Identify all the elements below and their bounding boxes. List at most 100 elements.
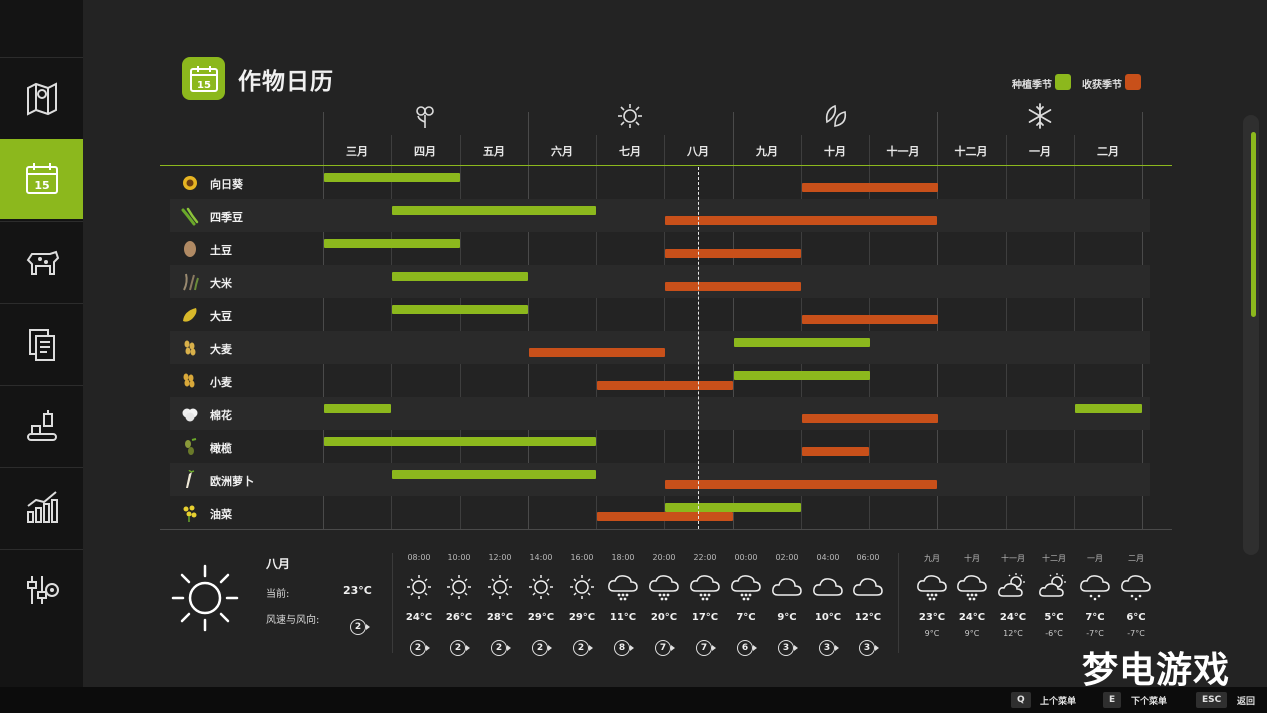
harvest-season-bar — [529, 348, 665, 357]
spring-flower-icon — [411, 102, 439, 130]
monthly-month: 二月 — [1128, 554, 1144, 563]
hourly-temp: 17°C — [691, 612, 719, 623]
wind-speed: 7 — [700, 643, 708, 653]
key-hint-q[interactable]: Q — [1011, 692, 1031, 708]
hourly-temp: 29°C — [568, 612, 596, 623]
crop-row: 大麦 — [170, 331, 1150, 364]
partly-sunny-icon — [1037, 573, 1071, 601]
key-hint-esc[interactable]: ESC — [1196, 692, 1228, 708]
parsnip-icon — [180, 470, 200, 490]
autumn-leaves-icon — [821, 102, 849, 130]
planting-season-bar — [1075, 404, 1142, 413]
current-temp-label: 当前: — [266, 589, 290, 600]
sidebar-item-map[interactable] — [0, 57, 83, 137]
sidebar-item-statistics[interactable] — [0, 467, 83, 547]
hourly-temp: 7°C — [736, 612, 756, 623]
planting-season-bar — [324, 404, 391, 413]
hourly-temp: 24°C — [405, 612, 433, 623]
snow-icon — [1078, 573, 1112, 601]
hourly-temp: 26°C — [445, 612, 473, 623]
key-hint-label[interactable]: 上个菜单 — [1040, 697, 1077, 707]
wind-label: 风速与风向: — [266, 615, 320, 626]
crop-row: 油菜 — [170, 496, 1150, 529]
month-label: 五月 — [483, 145, 505, 158]
monthly-month: 一月 — [1087, 554, 1103, 563]
wind-speed-badge: 2 — [410, 640, 430, 656]
rice-icon — [180, 272, 200, 292]
key-hint-label[interactable]: 下个菜单 — [1131, 697, 1168, 707]
month-gridline — [323, 112, 324, 530]
monthly-low-temp: 12°C — [1003, 629, 1023, 638]
scrollbar-thumb[interactable] — [1251, 132, 1256, 317]
sidebar-item-contracts[interactable] — [0, 303, 83, 383]
hourly-time: 20:00 — [652, 553, 676, 562]
harvest-season-bar — [665, 480, 937, 489]
crop-row: 小麦 — [170, 364, 1150, 397]
monthly-low-temp: 9°C — [924, 629, 940, 638]
sun-icon — [524, 573, 558, 601]
monthly-month: 九月 — [924, 554, 940, 563]
crop-name: 向日葵 — [210, 178, 243, 191]
wind-value: 2 — [354, 622, 362, 632]
month-label: 六月 — [551, 145, 573, 158]
wind-speed: 2 — [414, 643, 422, 653]
legend-harvest-swatch — [1125, 74, 1141, 90]
green-bean-icon — [180, 206, 200, 226]
crop-name: 四季豆 — [210, 211, 243, 224]
harvest-season-bar — [665, 216, 937, 225]
month-label: 四月 — [414, 145, 436, 158]
planting-season-bar — [392, 206, 596, 215]
legend-plant-label: 种植季节 — [1012, 80, 1052, 91]
monthly-month: 十一月 — [1001, 554, 1025, 563]
canola-icon — [180, 503, 200, 523]
harvest-season-bar — [802, 183, 938, 192]
crop-row: 大豆 — [170, 298, 1150, 331]
wind-speed: 8 — [618, 643, 626, 653]
planting-season-bar — [734, 371, 870, 380]
sun-icon — [565, 573, 599, 601]
production-icon — [26, 409, 57, 441]
planting-season-bar — [324, 173, 460, 182]
settings-icon — [26, 575, 59, 604]
crop-name: 橄榄 — [210, 442, 232, 455]
hourly-time: 18:00 — [611, 553, 635, 562]
key-hint-e[interactable]: E — [1103, 692, 1122, 708]
month-label: 九月 — [756, 145, 778, 158]
sidebar-item-animals[interactable] — [0, 221, 83, 301]
sidebar-item-calendar[interactable]: 15 — [0, 139, 90, 219]
wind-speed: 6 — [741, 643, 749, 653]
key-hint-label[interactable]: 返回 — [1237, 697, 1256, 707]
harvest-season-bar — [665, 282, 801, 291]
crop-row: 棉花 — [170, 397, 1150, 430]
harvest-season-bar — [802, 447, 869, 456]
olive-icon — [180, 437, 200, 457]
current-weather-sun-icon — [171, 564, 239, 632]
hourly-temp: 11°C — [609, 612, 637, 623]
harvest-season-bar — [597, 381, 733, 390]
legend-plant-swatch — [1055, 74, 1071, 90]
header-divider — [160, 165, 1172, 166]
wind-speed-badge: 2 — [573, 640, 593, 656]
crop-name: 小麦 — [210, 376, 232, 389]
sun-icon — [402, 573, 436, 601]
planting-season-bar — [324, 437, 596, 446]
barley-icon — [180, 338, 200, 358]
planting-season-bar — [324, 239, 460, 248]
watermark: 梦电游戏 — [1082, 650, 1231, 691]
harvest-season-bar — [802, 414, 938, 423]
month-label: 三月 — [346, 145, 368, 158]
current-date-marker — [698, 167, 699, 529]
cloud-icon — [770, 573, 804, 601]
month-label: 二月 — [1097, 145, 1119, 158]
crop-row: 四季豆 — [170, 199, 1150, 232]
wind-speed-badge: 3 — [819, 640, 839, 656]
wind-speed: 2 — [536, 643, 544, 653]
hourly-time: 22:00 — [693, 553, 717, 562]
sidebar-item-settings[interactable] — [0, 549, 83, 629]
hail-icon — [647, 573, 681, 601]
forecast-separator — [392, 553, 393, 653]
sidebar-item-production[interactable] — [0, 385, 83, 465]
footer-bar — [0, 687, 1267, 713]
month-label: 十二月 — [954, 145, 988, 158]
crop-row: 向日葵 — [170, 166, 1150, 199]
